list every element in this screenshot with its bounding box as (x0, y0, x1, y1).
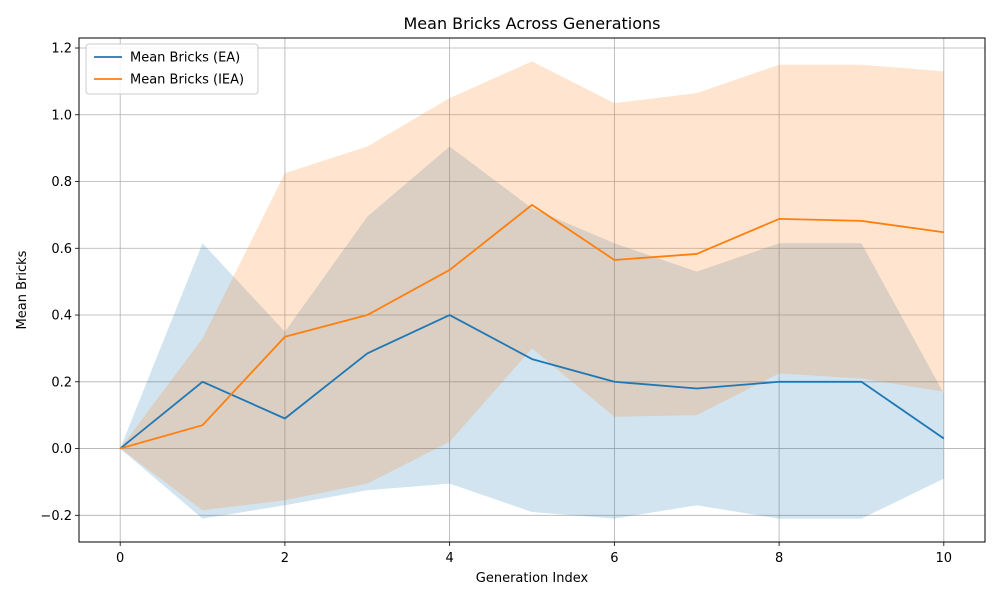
x-axis-label: Generation Index (476, 571, 589, 586)
band-series-2 (120, 61, 944, 511)
plot-frame (78, 37, 986, 543)
x-tick-label: 6 (610, 551, 618, 566)
legend-label-series-1: Mean Bricks (EA) (130, 51, 240, 66)
x-tick-label: 4 (445, 551, 453, 566)
line-series-2 (119, 203, 944, 450)
band-series-1 (120, 146, 944, 519)
x-tick-label: 0 (116, 551, 124, 566)
y-tick-label: 1.0 (51, 108, 72, 123)
confidence-bands (120, 61, 944, 519)
x-tick-label: 2 (281, 551, 289, 566)
y-tick-label: 1.2 (51, 42, 72, 57)
x-tick-label: 10 (936, 551, 953, 566)
grid (79, 38, 985, 542)
legend: Mean Bricks (EA) Mean Bricks (IEA) (85, 43, 259, 95)
y-tick-label: 0.4 (51, 309, 72, 324)
legend-label-series-2: Mean Bricks (IEA) (130, 73, 244, 88)
axis-ticks: 0 2 4 6 8 10 −0.2 0.0 0.2 0.4 0.6 0.8 1.0 1.2 (40, 42, 952, 566)
y-axis-label: Mean Bricks (15, 250, 30, 329)
series-lines (119, 203, 945, 450)
line-series-1 (119, 314, 945, 450)
chart-title: Mean Bricks Across Generations (404, 14, 661, 33)
x-tick-label: 8 (775, 551, 783, 566)
legend-box (85, 43, 259, 95)
y-tick-label: 0.2 (51, 375, 72, 390)
y-tick-label: −0.2 (40, 509, 72, 524)
y-tick-label: 0.6 (51, 242, 72, 257)
y-tick-label: 0.8 (51, 175, 72, 190)
y-tick-label: 0.0 (51, 442, 72, 457)
